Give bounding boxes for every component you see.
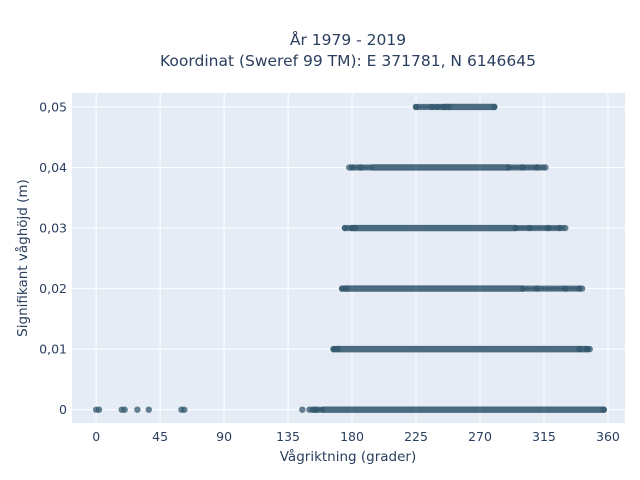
chart-subtitle: Koordinat (Sweref 99 TM): E 371781, N 61… — [160, 52, 536, 70]
data-point — [545, 224, 552, 232]
data-point — [434, 103, 441, 111]
y-tick-label: 0,03 — [39, 221, 67, 236]
data-point — [318, 406, 326, 413]
data-point — [533, 164, 541, 171]
data-band — [370, 164, 512, 171]
data-point — [343, 285, 350, 292]
data-point — [584, 345, 592, 353]
data-point — [428, 103, 435, 111]
data-point — [562, 224, 569, 232]
data-point — [526, 224, 533, 232]
plot-area — [72, 93, 625, 423]
data-point — [334, 345, 342, 353]
data-point — [519, 164, 526, 171]
x-tick-label: 270 — [468, 429, 492, 444]
y-tick-label: 0,04 — [39, 160, 67, 175]
data-band — [341, 285, 526, 292]
data-point — [134, 406, 141, 413]
y-tick-label: 0,01 — [39, 342, 67, 357]
data-band — [348, 224, 519, 232]
x-tick-label: 45 — [152, 429, 168, 444]
x-tick-label: 225 — [404, 429, 428, 444]
x-tick-label: 0 — [92, 429, 100, 444]
data-point — [299, 406, 306, 413]
data-point — [556, 224, 563, 232]
y-axis-title: Signifikant våghöjd (m) — [14, 179, 31, 337]
data-point — [576, 345, 583, 353]
data-point — [181, 406, 188, 413]
data-band — [331, 345, 590, 353]
data-point — [542, 164, 549, 171]
data-point — [145, 406, 152, 413]
y-tick-label: 0,02 — [39, 281, 67, 296]
data-point — [445, 103, 452, 111]
data-point — [313, 406, 320, 413]
x-tick-label: 315 — [532, 429, 556, 444]
x-tick-label: 360 — [596, 429, 620, 444]
data-point — [341, 224, 349, 232]
x-axis-ticks: 0 45 90 135 180 225 270 315 360 — [92, 429, 620, 444]
data-point — [95, 406, 103, 413]
data-point — [412, 103, 420, 111]
data-band — [320, 406, 607, 413]
data-point — [348, 164, 356, 171]
data-point — [491, 103, 498, 111]
x-tick-label: 180 — [340, 429, 364, 444]
data-point — [562, 285, 569, 292]
data-point — [367, 164, 375, 171]
data-point — [357, 164, 364, 171]
x-tick-label: 135 — [276, 429, 300, 444]
data-point — [351, 224, 359, 232]
x-axis-title: Vågriktning (grader) — [280, 448, 417, 465]
data-point — [576, 285, 583, 292]
y-tick-label: 0,05 — [39, 99, 67, 114]
data-band — [441, 103, 498, 111]
x-tick-label: 90 — [216, 429, 232, 444]
chart-title: År 1979 - 2019 — [290, 30, 406, 49]
data-points — [92, 103, 607, 413]
y-tick-label: 0 — [59, 402, 67, 417]
data-point — [533, 285, 541, 292]
data-point — [600, 406, 607, 413]
data-point — [439, 103, 447, 111]
data-point — [121, 406, 128, 413]
y-axis-ticks: 0 0,01 0,02 0,03 0,04 0,05 — [39, 99, 67, 417]
